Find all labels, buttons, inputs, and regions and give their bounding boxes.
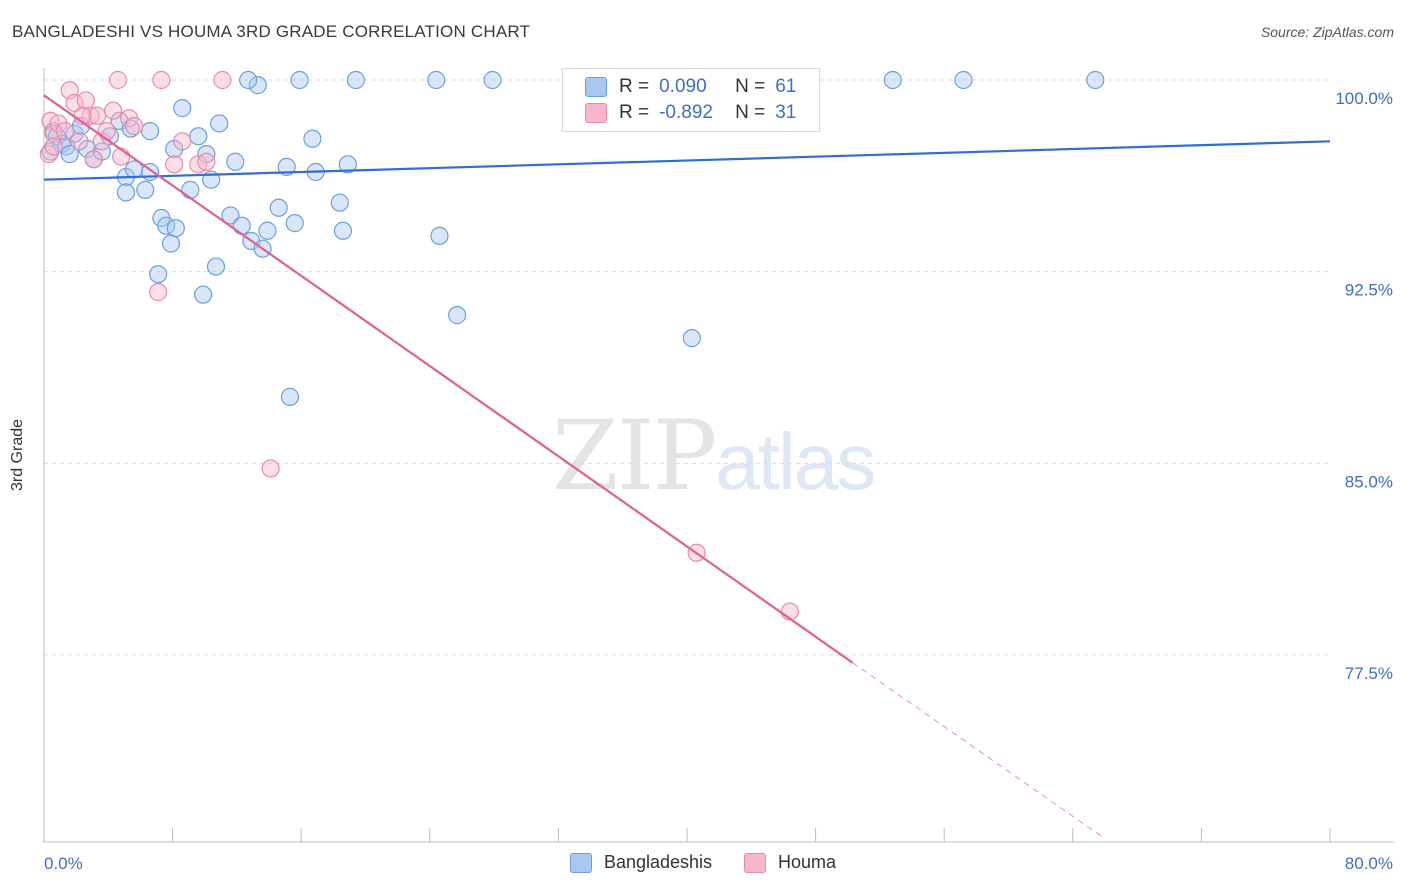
legend-r-label: R =	[619, 76, 650, 97]
legend-n-value: 31	[775, 102, 797, 123]
point-bangladeshis	[682, 329, 701, 348]
point-bangladeshis	[330, 193, 349, 212]
point-houma	[104, 101, 123, 120]
series-label-bangladeshis: Bangladeshis	[603, 852, 713, 872]
point-houma	[97, 122, 116, 141]
point-bangladeshis	[248, 76, 267, 95]
point-bangladeshis	[221, 206, 240, 225]
y-tick-label: 100.0%	[1335, 89, 1393, 108]
source-credit: Source: ZipAtlas.com	[1260, 24, 1394, 40]
point-houma	[149, 283, 168, 302]
point-bangladeshis	[338, 155, 357, 174]
legend-r-value: -0.892	[659, 102, 713, 123]
series-swatch-bangladeshis	[569, 852, 592, 873]
point-bangladeshis	[161, 234, 181, 253]
x-tick-label: 0.0%	[44, 854, 83, 873]
series-legend-houma: Houma	[744, 852, 836, 873]
series-legend: Bangladeshis Houma	[0, 852, 1406, 873]
y-tick-label: 77.5%	[1345, 664, 1393, 683]
point-houma	[87, 106, 107, 125]
y-tick-label: 92.5%	[1345, 281, 1393, 300]
trendline-bangladeshis	[43, 140, 1331, 181]
point-bangladeshis	[269, 198, 288, 217]
point-bangladeshis	[280, 387, 300, 406]
point-houma	[108, 70, 128, 90]
point-houma	[213, 70, 232, 90]
x-tick-label: 80.0%	[1345, 854, 1393, 873]
point-houma	[70, 132, 89, 151]
y-axis-label: 3rd Grade	[9, 418, 26, 492]
series-legend-bangladeshis: Bangladeshis	[569, 852, 713, 873]
point-houma	[124, 116, 144, 136]
point-bangladeshis	[194, 285, 213, 304]
point-bangladeshis	[60, 145, 79, 164]
point-bangladeshis	[277, 157, 296, 176]
point-bangladeshis	[1086, 70, 1105, 90]
legend-n-label: N =	[735, 102, 766, 123]
point-houma	[76, 91, 95, 110]
point-bangladeshis	[483, 70, 502, 90]
stats-legend: R = 0.090 N = 61 R = -0.892 N = 31	[562, 68, 820, 132]
point-bangladeshis	[116, 183, 136, 202]
point-bangladeshis	[346, 70, 365, 90]
point-bangladeshis	[954, 70, 973, 90]
watermark-zip: ZIP	[552, 400, 717, 512]
trendline-houma	[43, 94, 854, 664]
point-bangladeshis	[226, 152, 245, 171]
point-bangladeshis	[290, 70, 309, 90]
point-bangladeshis	[303, 129, 322, 148]
point-houma	[165, 155, 184, 174]
point-bangladeshis	[136, 180, 155, 199]
point-houma	[55, 122, 74, 141]
point-bangladeshis	[210, 114, 229, 133]
point-houma	[173, 132, 192, 151]
legend-swatch-houma	[585, 103, 607, 123]
point-bangladeshis	[285, 214, 304, 233]
legend-r-value: 0.090	[659, 76, 707, 97]
point-bangladeshis	[206, 257, 226, 276]
point-houma	[44, 137, 63, 156]
trendline-extension-houma	[852, 662, 1103, 837]
legend-r-label: R =	[619, 102, 650, 123]
point-bangladeshis	[883, 70, 902, 90]
y-tick-label: 85.0%	[1345, 472, 1393, 491]
point-bangladeshis	[239, 70, 258, 90]
legend-n-label: N =	[735, 76, 766, 97]
point-bangladeshis	[427, 70, 446, 90]
point-bangladeshis	[149, 265, 168, 284]
legend-n-value: 61	[775, 76, 797, 97]
point-bangladeshis	[140, 122, 160, 141]
point-bangladeshis	[181, 180, 200, 199]
point-houma	[197, 152, 216, 171]
series-label-houma: Houma	[778, 852, 837, 872]
series-swatch-houma	[744, 852, 767, 873]
point-houma	[261, 459, 280, 478]
point-houma	[44, 124, 63, 143]
legend-row-bangladeshis: R = 0.090 N = 61	[563, 73, 796, 101]
point-bangladeshis	[189, 127, 208, 146]
point-bangladeshis	[448, 306, 467, 325]
point-houma	[152, 70, 171, 90]
watermark-atlas: atlas	[715, 417, 876, 506]
chart-title: BANGLADESHI VS HOUMA 3RD GRADE CORRELATI…	[12, 22, 531, 41]
point-bangladeshis	[232, 216, 251, 235]
point-houma	[84, 150, 103, 169]
watermark: ZIPatlas	[552, 400, 876, 512]
point-bangladeshis	[173, 99, 192, 118]
point-houma	[65, 93, 84, 113]
point-bangladeshis	[333, 221, 353, 240]
point-bangladeshis	[166, 219, 185, 238]
legend-swatch-bangladeshis	[585, 77, 607, 97]
point-bangladeshis	[258, 221, 277, 240]
legend-row-houma: R = -0.892 N = 31	[563, 99, 796, 127]
point-bangladeshis	[430, 226, 449, 245]
